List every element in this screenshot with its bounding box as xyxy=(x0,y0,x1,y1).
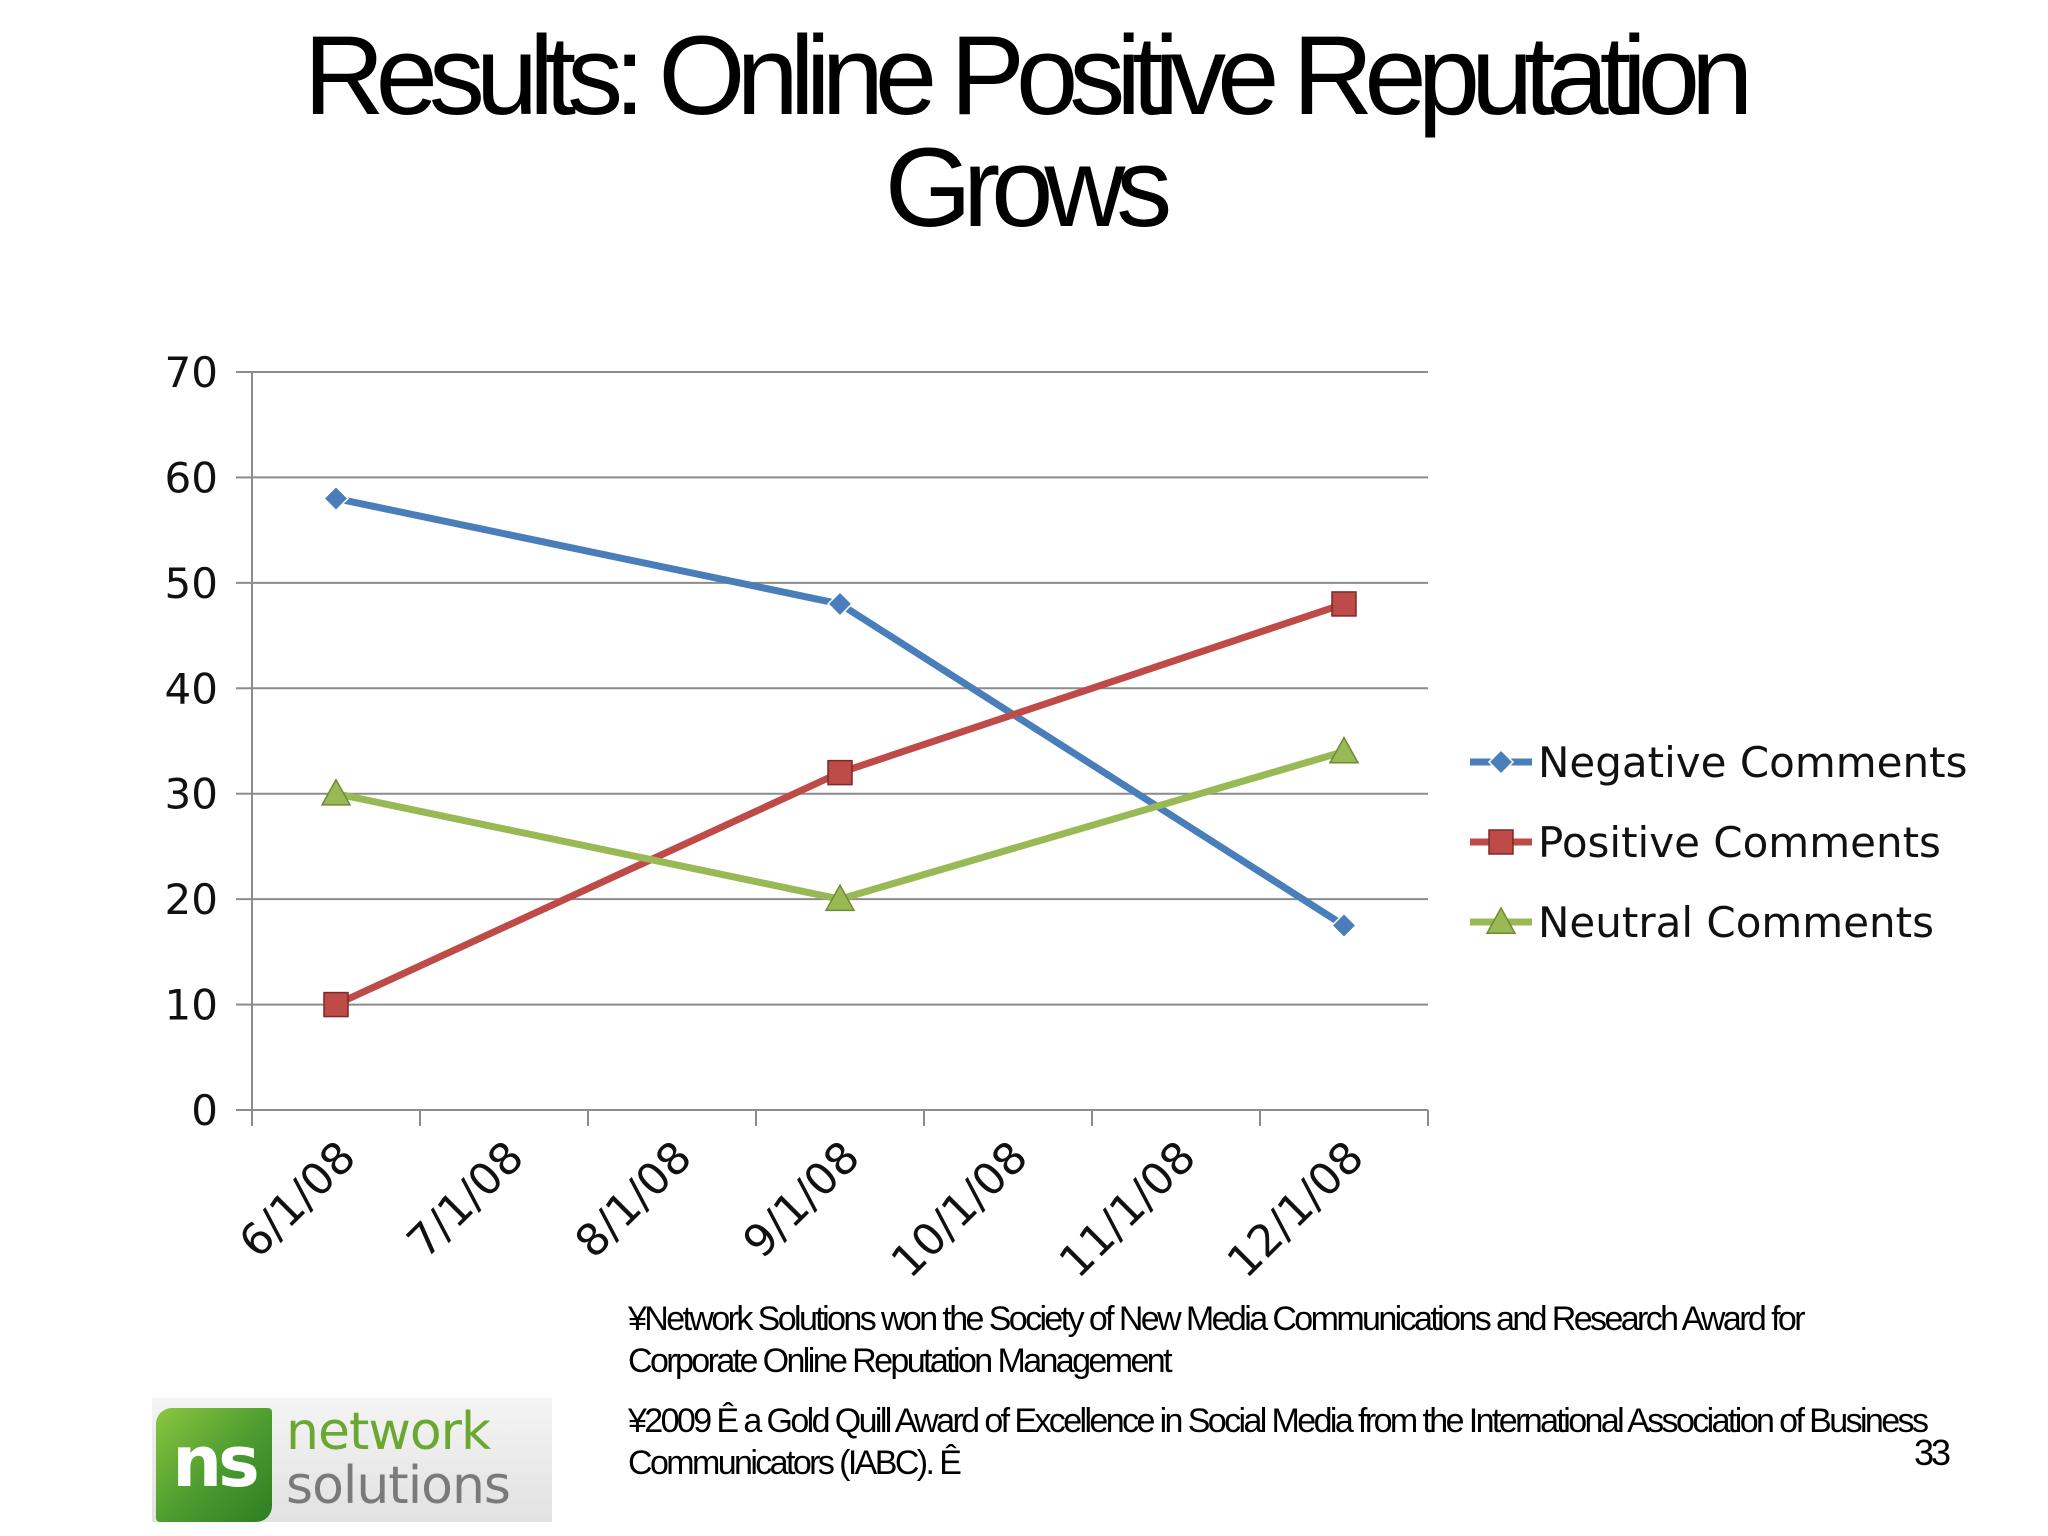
x-tick-label: 10/1/08 xyxy=(882,1132,1038,1288)
y-tick-label: 0 xyxy=(191,1086,218,1135)
legend-marker-positive-comments xyxy=(1488,829,1514,855)
y-tick-label: 30 xyxy=(165,770,218,819)
data-point-positive-comments xyxy=(827,759,853,786)
y-tick-label: 70 xyxy=(165,348,218,397)
logo-word-network: network xyxy=(286,1402,491,1462)
legend-label-neutral-comments: Neutral Comments xyxy=(1538,898,1934,947)
series-line-positive-comments xyxy=(332,600,1348,1009)
data-point-negative-comments xyxy=(826,590,854,618)
data-point-positive-comments xyxy=(1331,591,1357,617)
data-point-neutral-comments xyxy=(824,883,856,912)
ns-logo-icon: ns xyxy=(156,1408,272,1522)
chart-gridlines xyxy=(252,371,1428,1111)
chart-legend: Negative Comments Positive Comments Neutra… xyxy=(1470,738,1968,947)
x-tick-label: 9/1/08 xyxy=(734,1132,870,1268)
logo-word-solutions: solutions xyxy=(286,1456,511,1516)
title-line-2: Grows xyxy=(884,125,1173,250)
x-tick-label: 11/1/08 xyxy=(1050,1132,1206,1288)
y-tick-label: 20 xyxy=(165,875,218,924)
slide-title: Results: Online Positive Reputation Grow… xyxy=(0,20,2048,244)
x-axis-ticks: 6/1/08 7/1/08 8/1/08 9/1/08 10/1/08 11/1/08 12… xyxy=(230,1132,1374,1288)
y-tick-label: 50 xyxy=(165,559,218,608)
note-award-iabc: ¥2009 Ê a Gold Quill Award of Excellence… xyxy=(628,1402,1929,1482)
y-tick-label: 40 xyxy=(165,664,218,713)
series-line-negative-comments xyxy=(332,495,1348,929)
page-number: 33 xyxy=(1914,1432,1951,1473)
legend-label-positive-comments: Positive Comments xyxy=(1538,818,1941,867)
y-tick-label: 10 xyxy=(165,981,218,1030)
data-point-neutral-comments xyxy=(1328,735,1360,764)
data-point-neutral-comments xyxy=(320,778,352,806)
note-award-snmcr: ¥Network Solutions won the Society of Ne… xyxy=(628,1300,1806,1380)
title-line-1: Results: Online Positive Reputation xyxy=(303,13,1754,138)
chart-axes xyxy=(236,371,1429,1126)
data-point-positive-comments xyxy=(323,991,349,1018)
x-tick-label: 12/1/08 xyxy=(1218,1132,1374,1288)
data-point-negative-comments xyxy=(322,485,350,512)
x-tick-label: 8/1/08 xyxy=(566,1132,702,1268)
legend-marker-neutral-comments xyxy=(1485,906,1517,934)
chart-series xyxy=(320,485,1360,1018)
x-tick-label: 7/1/08 xyxy=(398,1132,534,1268)
x-tick-label: 6/1/08 xyxy=(230,1132,366,1268)
data-point-negative-comments xyxy=(1330,912,1358,939)
y-tick-label: 60 xyxy=(165,453,218,502)
network-solutions-logo: ns network solutions xyxy=(152,1398,552,1522)
y-axis-ticks: 0 10 20 30 40 50 60 70 xyxy=(165,348,218,1135)
legend-marker-negative-comments xyxy=(1487,748,1515,776)
legend-label-negative-comments: Negative Comments xyxy=(1538,738,1968,787)
slide-notes: ¥Network Solutions won the Society of Ne… xyxy=(628,1298,1929,1502)
